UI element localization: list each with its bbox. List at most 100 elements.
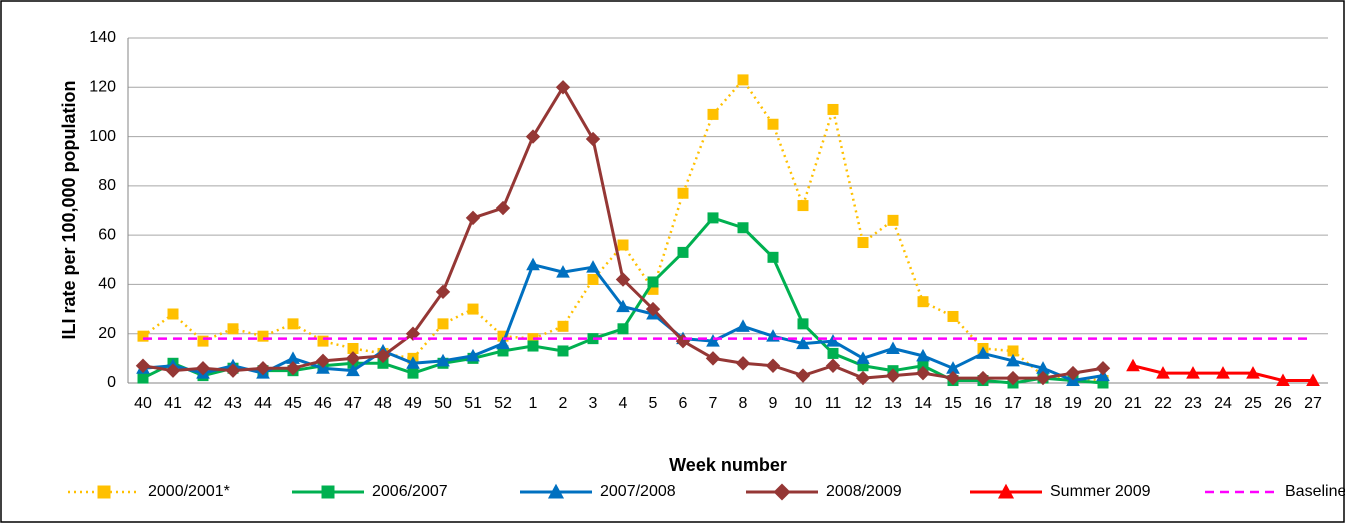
marker [767,118,779,130]
marker [197,335,209,347]
marker [97,485,111,499]
x-tick-label: 22 [1154,395,1172,412]
y-tick-label: 100 [89,128,116,145]
marker [885,368,901,383]
marker [826,334,840,347]
legend-label: 2000/2001* [148,483,230,500]
marker [257,330,269,342]
marker [465,210,481,226]
marker [527,340,539,352]
x-tick-label: 2 [559,395,568,412]
x-tick-label: 15 [944,395,962,412]
marker [585,131,601,147]
marker [735,356,751,371]
x-tick-label: 40 [134,395,152,412]
x-tick-label: 27 [1304,395,1322,412]
marker [1186,366,1200,379]
x-tick-label: 11 [825,395,842,412]
marker [795,368,811,383]
marker [1006,353,1020,367]
marker [827,103,839,115]
marker [706,334,720,347]
marker [557,320,569,332]
marker [645,301,661,317]
marker [375,348,391,364]
marker [137,372,149,384]
x-tick-label: 5 [649,395,658,412]
marker [617,239,629,251]
marker [1095,361,1111,376]
marker [616,299,630,313]
marker [856,351,870,364]
marker [976,346,990,359]
x-tick-label: 12 [854,395,872,412]
marker [1065,365,1081,381]
marker [1035,370,1051,386]
marker [797,318,809,330]
x-tick-label: 19 [1064,395,1082,412]
x-tick-label: 50 [434,395,452,412]
marker [773,483,791,501]
x-tick-label: 44 [254,395,272,412]
marker [346,363,360,377]
x-tick-label: 26 [1274,395,1292,412]
marker [945,370,961,386]
marker [1306,373,1320,387]
marker [997,483,1015,499]
marker [287,318,299,330]
x-tick-label: 47 [344,395,362,412]
marker [707,108,719,120]
marker [796,336,810,350]
marker [407,367,419,379]
marker [617,323,629,335]
x-tick-label: 4 [619,395,628,412]
marker [167,308,179,320]
marker [947,310,959,322]
x-axis-title: Week number [669,455,787,475]
marker [1156,366,1170,379]
marker [437,318,449,330]
marker [586,260,600,273]
marker [615,272,631,287]
marker [525,129,541,144]
marker [435,284,451,300]
x-tick-label: 51 [464,395,482,412]
marker [135,358,151,373]
marker [255,361,271,376]
x-tick-label: 16 [974,395,992,412]
marker [915,365,931,381]
marker [495,200,511,216]
x-tick-label: 45 [284,395,302,412]
marker [227,323,239,335]
x-tick-label: 7 [709,395,718,412]
marker [765,358,781,373]
x-tick-label: 14 [914,395,932,412]
marker [587,274,599,285]
legend-label: Baseline [1285,483,1345,500]
x-tick-label: 3 [589,395,598,412]
marker [916,348,930,362]
y-tick-label: 20 [98,325,116,342]
marker [165,363,181,378]
y-tick-label: 0 [107,374,116,391]
x-tick-label: 1 [529,395,538,412]
marker [345,351,361,366]
y-axis-title: ILI rate per 100,000 population [59,80,79,339]
marker [436,353,450,367]
marker [886,341,900,354]
marker [736,319,750,332]
marker [677,187,689,199]
marker [827,347,839,359]
marker [317,335,329,347]
marker [556,265,570,278]
x-tick-label: 43 [224,395,242,412]
marker [1126,358,1140,372]
x-tick-label: 52 [494,395,512,412]
marker [797,200,809,212]
marker [405,326,421,341]
x-tick-label: 41 [164,395,182,412]
y-tick-label: 140 [89,29,116,46]
y-tick-label: 60 [98,226,116,243]
x-tick-label: 46 [314,395,332,412]
